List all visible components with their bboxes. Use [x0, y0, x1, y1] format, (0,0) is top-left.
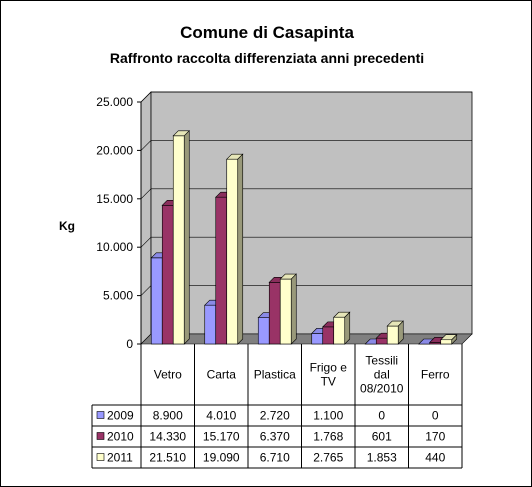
data-label: 6.370 — [260, 430, 290, 444]
bar-front — [257, 317, 270, 345]
legend-label: 2010 — [107, 430, 134, 444]
category-label: Vetro — [154, 368, 182, 382]
bar — [172, 130, 190, 345]
bar-front — [333, 316, 346, 345]
data-label: 8.900 — [153, 409, 183, 423]
category-label: dal — [374, 368, 390, 382]
data-label: 2.720 — [260, 409, 290, 423]
bar-front — [322, 326, 335, 345]
gridline-side — [140, 285, 152, 296]
data-label: 21.510 — [149, 451, 186, 465]
data-label: 0 — [432, 409, 439, 423]
bar-front — [268, 282, 281, 345]
plot-area — [140, 91, 473, 345]
bar — [386, 320, 404, 345]
gridline-side — [140, 188, 152, 200]
bar-side — [290, 273, 297, 345]
category-label: Carta — [207, 368, 237, 382]
y-tick-label: 10.000 — [96, 240, 133, 254]
category-label: Frigo e — [310, 361, 348, 375]
y-tick-label: 20.000 — [96, 143, 133, 157]
bar-front — [279, 278, 292, 345]
bar-side — [183, 130, 190, 345]
category-label: Tessili — [365, 354, 398, 368]
y-axis-title: Kg — [59, 219, 75, 233]
bar — [226, 153, 244, 345]
bar-side — [397, 320, 404, 345]
legend-label: 2011 — [107, 451, 133, 465]
data-label: 4.010 — [206, 409, 236, 423]
y-tick-label: 25.000 — [96, 95, 133, 109]
bar — [440, 334, 458, 345]
y-tick-label: 0 — [126, 337, 133, 351]
category-label: TV — [321, 375, 336, 389]
bar-side — [237, 153, 244, 345]
bar-front — [172, 135, 185, 345]
data-label: 1.768 — [313, 430, 343, 444]
category-label: Plastica — [254, 368, 296, 382]
bar-side — [451, 334, 458, 345]
data-label: 2.765 — [313, 451, 343, 465]
data-label: 1.853 — [367, 451, 397, 465]
bar-front — [161, 204, 174, 345]
category-label: Ferro — [421, 368, 450, 382]
y-tick-label: 15.000 — [96, 192, 133, 206]
legend-key — [96, 411, 105, 419]
gridlines — [140, 91, 472, 296]
data-label: 601 — [372, 430, 392, 444]
legend-key — [96, 453, 105, 461]
bar-front — [375, 337, 388, 345]
bar-front — [311, 333, 324, 345]
bar-front — [204, 304, 217, 345]
bar-front — [226, 158, 239, 345]
data-label: 0 — [378, 409, 385, 423]
y-tick-label: 5.000 — [103, 289, 133, 303]
data-label: 14.330 — [149, 430, 186, 444]
bar-front — [215, 196, 228, 345]
bar-side — [344, 311, 351, 345]
legend-label: 2009 — [107, 409, 134, 423]
data-label: 1.100 — [313, 409, 343, 423]
data-label: 440 — [425, 451, 445, 465]
category-label: 08/2010 — [360, 382, 404, 396]
data-label: 19.090 — [203, 451, 240, 465]
y-axis: 0 5.000 10.000 15.000 20.000 25.000 — [96, 95, 142, 351]
plot-back-wall — [150, 91, 473, 335]
bar — [279, 273, 297, 345]
data-label: 6.710 — [260, 451, 290, 465]
data-table: Vetro Carta Plastica Frigo eTV Tessilidal08/… — [91, 344, 463, 469]
gridline-side — [140, 140, 152, 151]
chart-title: Comune di Casapinta — [180, 23, 354, 42]
bar-front — [386, 325, 399, 345]
data-label: 170 — [425, 430, 445, 444]
plot-side-wall — [140, 91, 152, 345]
data-label: 15.170 — [203, 430, 240, 444]
bars — [150, 130, 458, 345]
bar-front — [440, 339, 453, 345]
bar-front — [150, 257, 163, 345]
bar — [333, 311, 351, 345]
gridline-side — [140, 236, 152, 248]
legend-key — [96, 432, 105, 440]
gridline-side — [140, 91, 152, 103]
chart-subtitle: Raffronto raccolta differenziata anni pr… — [109, 50, 425, 66]
